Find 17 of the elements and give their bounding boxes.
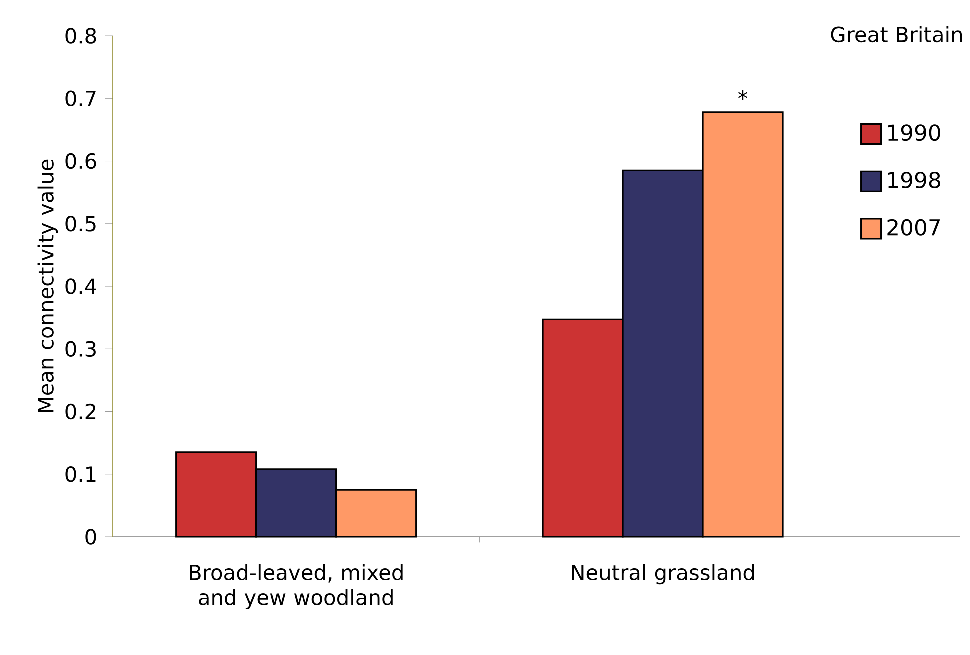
y-axis-title: Mean connectivity value bbox=[38, 160, 58, 412]
y-tick-label: 0.6 bbox=[66, 153, 96, 170]
annotation: Great Britain bbox=[831, 26, 962, 43]
x-tick-label: Broad-leaved, mixed and yew woodland bbox=[190, 564, 403, 610]
y-tick-label: 0.3 bbox=[66, 341, 96, 358]
y-tick-label: 0.5 bbox=[66, 216, 96, 232]
y-tick-label: 0.8 bbox=[66, 28, 96, 44]
legend-label: 1990 bbox=[888, 124, 940, 142]
x-tick-label: Neutral grassland bbox=[572, 564, 754, 585]
y-tick-label: 0.2 bbox=[66, 404, 96, 420]
legend-label: 2007 bbox=[888, 219, 940, 236]
legend-label: 1998 bbox=[888, 172, 940, 189]
y-tick-label: 0.4 bbox=[66, 278, 96, 294]
annotation: * bbox=[738, 90, 748, 100]
y-tick-label: 0.7 bbox=[66, 90, 96, 107]
y-tick-label: 0 bbox=[86, 529, 96, 545]
y-tick-label: 0.1 bbox=[66, 466, 96, 482]
